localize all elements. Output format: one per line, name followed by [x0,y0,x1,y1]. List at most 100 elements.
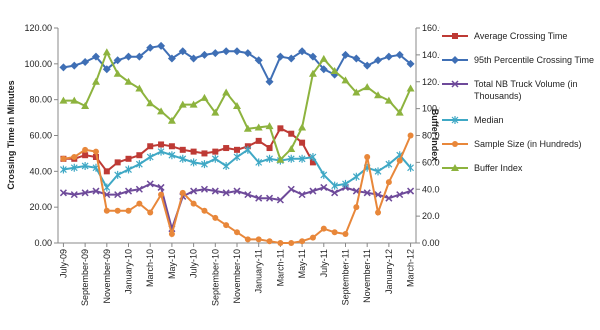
marker [352,88,361,96]
marker [70,96,79,104]
marker [70,163,78,172]
marker [234,229,240,236]
legend-item: Buffer Index [440,162,600,174]
marker [82,146,89,153]
marker [59,165,67,174]
marker [157,183,165,191]
x-tick-label: March-12 [406,249,416,287]
marker [114,207,121,214]
marker [71,154,78,160]
y2-tick-label: 60.00% [422,157,440,167]
marker [168,143,175,150]
marker [374,56,383,65]
marker [451,164,459,171]
marker [243,124,252,132]
marker [385,179,392,186]
legend-label: Total NB Truck Volume (in Thousands) [474,79,578,101]
marker [223,222,230,229]
marker [452,33,458,39]
marker [212,214,219,221]
marker [81,161,89,170]
x-tick-label: May-11 [297,249,307,278]
x-tick-label: November-11 [362,249,372,303]
marker [136,200,143,207]
x-tick-label: March-10 [145,249,155,287]
marker [146,153,154,161]
marker [201,207,208,214]
marker [125,207,132,214]
marker [308,69,317,77]
marker [189,100,198,108]
marker [352,172,360,181]
y2-tick-label: 80.00% [422,131,440,141]
legend: Average Crossing Time 95th Percentile Cro… [440,30,600,186]
marker [147,209,154,216]
legend-swatch [442,33,468,39]
x-tick-label: July-11 [319,249,329,277]
marker [223,145,230,152]
marker [81,101,90,109]
marker [374,91,383,99]
x-tick-label: July-10 [189,249,199,278]
marker [364,154,371,160]
y-tick-label: 0.00 [34,238,52,248]
marker [222,161,230,170]
marker [363,83,372,91]
y2-tick-label: 40.00% [422,184,440,194]
marker [136,152,143,159]
marker [384,96,393,104]
marker [255,158,263,167]
marker [407,132,414,139]
plot-area: Crossing Time in Minutes Buffer Index 0.… [6,23,458,306]
y-axis-title: Crossing Time in Minutes [6,80,16,189]
marker [70,191,78,199]
marker [179,189,186,196]
marker [287,144,296,152]
marker [178,47,187,56]
marker [255,137,262,144]
y-tick-label: 60.00 [29,131,52,141]
x-tick-label: January-12 [384,249,394,294]
marker [395,108,404,116]
marker [157,147,165,156]
marker [146,180,154,188]
x-tick-label: September-10 [210,249,220,306]
marker [395,50,404,59]
series-line [63,126,314,173]
marker [102,48,111,56]
marker [277,125,284,132]
marker [200,50,209,59]
marker [396,191,404,199]
x-tick-label: November-09 [102,249,112,304]
marker [114,170,122,179]
marker [147,143,154,150]
marker [233,101,241,109]
y2-tick-label: 20.00% [422,211,440,221]
x-tick-label: May-10 [167,249,177,279]
marker [265,122,274,130]
marker [254,56,263,65]
marker [135,185,143,193]
marker [91,77,100,85]
marker [288,240,295,246]
marker [255,236,262,243]
marker [331,229,338,236]
y2-tick-label: 160.00% [422,23,440,33]
marker [298,123,307,131]
y2-axis-title: Buffer Index [430,109,440,162]
y-tick-label: 100.00 [24,59,52,69]
marker [91,52,100,61]
marker [124,77,133,85]
marker [211,187,219,195]
marker [167,116,176,124]
marker [320,170,328,179]
y2-tick-label: 120.00% [422,77,440,87]
legend-item: Median [440,114,600,126]
marker [287,154,295,163]
marker [124,187,133,195]
legend-swatch [442,116,468,124]
marker [103,168,110,175]
marker [212,148,219,155]
marker [168,231,175,238]
x-tick-label: July-09 [58,249,68,278]
